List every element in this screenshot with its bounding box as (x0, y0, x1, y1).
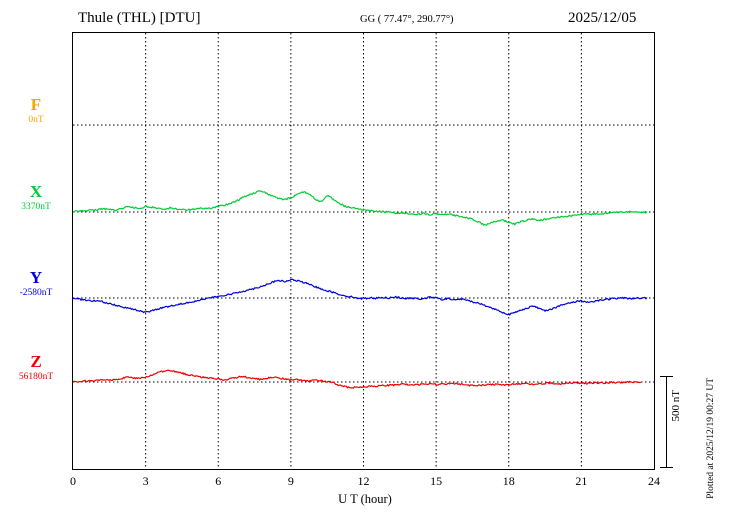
trace-y (73, 278, 648, 316)
plotted-timestamp: Plotted at 2025/12/19 00:27 UT (706, 378, 716, 499)
plot-svg (73, 33, 654, 469)
x-tick-label: 21 (575, 474, 588, 488)
station-title: Thule (THL) [DTU] (78, 10, 201, 26)
plot-area (72, 32, 655, 470)
x-tick-label: 3 (142, 474, 149, 488)
component-label-z: Z 56180nT (0, 353, 72, 383)
component-letter: F (30, 95, 42, 114)
x-tick-label: 0 (70, 474, 76, 488)
component-label-y: Y -2580nT (0, 269, 72, 299)
component-letter: X (29, 182, 43, 201)
scale-bar-icon (660, 376, 674, 468)
component-label-x: X 3370nT (0, 183, 72, 213)
x-tick-label: 18 (502, 474, 515, 488)
observation-date: 2025/12/05 (568, 10, 637, 26)
x-tick-label: 24 (648, 474, 660, 488)
scale-bar-label: 500 nT (670, 390, 682, 422)
x-tick-label: 6 (215, 474, 222, 488)
trace-x (73, 190, 648, 226)
x-axis-title: U T (hour) (338, 492, 392, 506)
component-baseline-value: 56180nT (18, 372, 54, 382)
x-tick-label: 9 (287, 474, 294, 488)
component-letter: Y (29, 268, 43, 287)
geographic-coordinates: GG ( 77.47°, 290.77°) (360, 14, 454, 25)
component-label-f: F 0nT (0, 96, 72, 126)
component-baseline-value: -2580nT (19, 288, 53, 298)
x-tick-label: 12 (357, 474, 370, 488)
x-tick-label: 15 (430, 474, 443, 488)
trace-z (73, 369, 642, 389)
component-letter: Z (30, 352, 42, 371)
component-baseline-value: 0nT (28, 115, 44, 125)
component-baseline-value: 3370nT (21, 202, 51, 212)
